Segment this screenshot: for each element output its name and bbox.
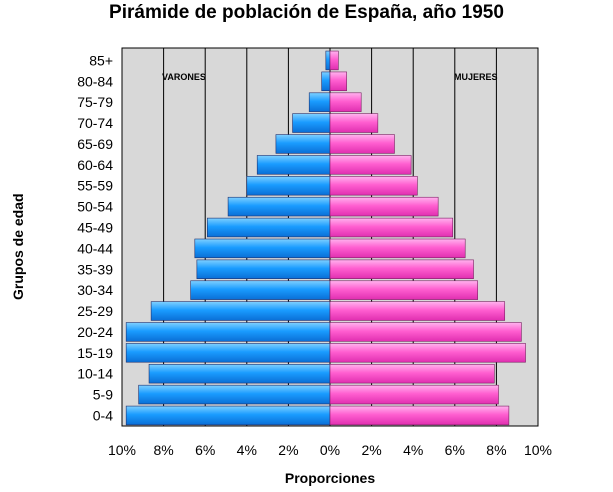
x-tick-label: 8% [486,442,506,458]
category-label: 60-64 [77,157,113,173]
category-label: 30-34 [77,282,113,298]
category-label: 20-24 [77,324,113,340]
bar-mujeres [329,238,466,259]
category-label: 85+ [89,52,113,68]
x-tick-label: 10% [108,442,136,458]
x-tick-label: 2% [278,442,298,458]
bar-varones [246,176,331,196]
category-label: 35-39 [77,261,113,277]
category-label: 5-9 [93,387,113,403]
bar-varones [275,134,331,154]
bar-mujeres [329,71,347,92]
bar-varones [125,405,331,426]
category-label: 25-29 [77,303,113,319]
bar-mujeres [329,301,506,321]
bar-varones [227,196,331,217]
bar-mujeres [329,217,454,238]
legend-mujeres: MUJERES [454,72,498,82]
category-label: 0-4 [93,407,113,423]
x-tick-label: 6% [445,442,465,458]
bar-mujeres [329,343,526,363]
bar-varones [206,217,331,238]
bar-mujeres [329,322,522,342]
bar-varones [125,343,331,363]
bar-varones [325,50,331,71]
bar-mujeres [329,113,379,133]
category-label: 75-79 [77,94,113,110]
bar-mujeres [329,259,474,279]
category-label: 80-84 [77,73,113,89]
bar-mujeres [329,364,495,384]
category-label: 45-49 [77,220,113,236]
bar-varones [190,280,331,300]
x-tick-label: 10% [524,442,552,458]
x-axis-label: Proporciones [284,470,376,486]
category-label: 55-59 [77,178,113,194]
bar-varones [150,301,331,321]
category-label: 50-54 [77,199,113,215]
category-label: 65-69 [77,136,113,152]
bar-varones [256,155,331,175]
category-label: 40-44 [77,240,113,256]
x-tick-label: 2% [361,442,381,458]
bar-mujeres [329,92,362,112]
bar-mujeres [329,176,418,196]
bar-mujeres [329,384,499,405]
tick-labels: 10% 8% 6% 4% 2% 0% 2% 4% 6% 8% 10% [108,442,552,458]
bar-mujeres [329,280,478,300]
category-label: 70-74 [77,115,113,131]
x-tick-label: 0% [320,442,340,458]
bar-varones [194,238,331,259]
bar-varones [196,259,331,279]
bar-varones [125,322,331,342]
bar-varones [321,71,331,92]
x-tick-label: 4% [403,442,423,458]
bar-mujeres [329,196,439,217]
bar-mujeres [329,405,510,426]
category-label: 10-14 [77,366,113,382]
bar-varones [148,364,331,384]
bar-mujeres [329,134,395,154]
x-tick-label: 4% [237,442,257,458]
category-labels: 85+ 80-84 75-79 70-74 65-69 60-64 55-59 50-54 45… [77,52,113,423]
bars-group [125,50,526,426]
bar-varones [292,113,331,133]
x-tick-label: 8% [153,442,173,458]
legend-varones: VARONES [162,72,206,82]
bar-varones [308,92,331,112]
bar-mujeres [329,155,412,175]
bar-varones [138,384,331,405]
category-label: 15-19 [77,345,113,361]
bar-mujeres [329,50,339,71]
x-tick-label: 6% [195,442,215,458]
chart-title: Pirámide de población de España, año 195… [109,2,504,23]
